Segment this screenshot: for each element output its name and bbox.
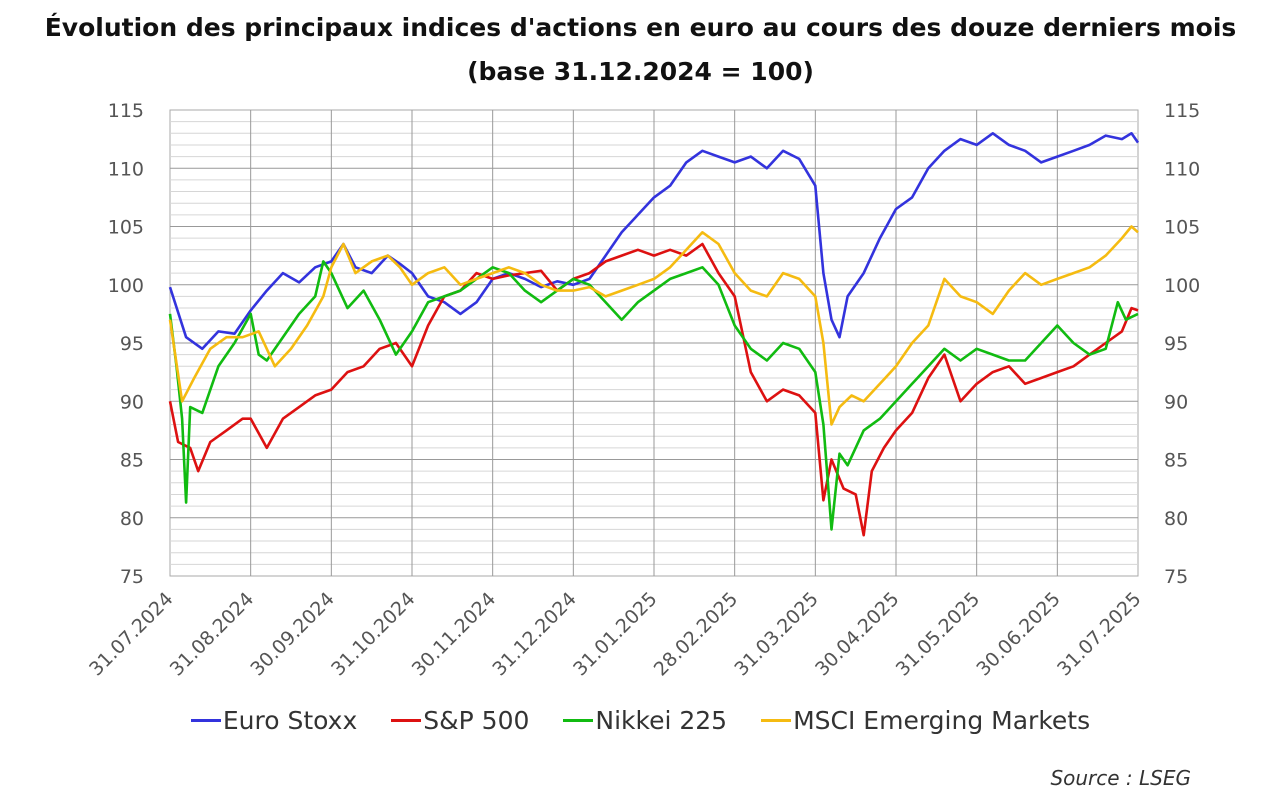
y-tick-label-left: 80 [120,508,144,530]
series-line-s-p-500 [168,242,1139,537]
legend: Euro Stoxx S&P 500 Nikkei 225 MSCI Emerging… [0,706,1281,735]
legend-swatch [190,719,221,722]
series-lines [168,132,1140,537]
x-tick-label: 31.05.2025 [892,588,984,680]
chart-title-line1: Évolution des principaux indices d'actio… [44,13,1237,42]
chart-title: Évolution des principaux indices d'actio… [0,6,1281,94]
legend-label: Nikkei 225 [595,706,728,735]
y-tick-label-left: 115 [108,100,144,122]
x-tick-label: 30.11.2024 [408,588,500,680]
y-tick-label-left: 75 [120,566,144,588]
legend-swatch [761,719,792,722]
y-tick-label-right: 95 [1164,333,1188,355]
y-tick-label-left: 100 [108,275,144,297]
y-tick-label-right: 105 [1164,217,1200,239]
y-tick-label-right: 85 [1164,450,1188,472]
legend-item: MSCI Emerging Markets [761,706,1090,735]
y-tick-label-right: 80 [1164,508,1188,530]
y-tick-label-right: 115 [1164,100,1200,122]
y-tick-label-right: 100 [1164,275,1200,297]
legend-swatch [391,719,422,722]
line-chart: 75 80 85 90 95 100 105 110 115 75 80 85 90 95 100 105 1… [85,100,1200,680]
chart-title-line2: (base 31.12.2024 = 100) [467,57,814,86]
x-tick-label: 31.03.2025 [730,588,822,680]
legend-label: MSCI Emerging Markets [793,706,1091,735]
x-tick-label: 31.07.2025 [1053,588,1145,680]
x-tick-label: 30.09.2024 [246,588,338,680]
y-tick-label-right: 75 [1164,566,1188,588]
legend-item: S&P 500 [391,706,529,735]
y-tick-label-right: 110 [1164,158,1200,180]
x-tick-label: 31.08.2024 [166,588,258,680]
y-tick-label-left: 105 [108,217,144,239]
series-line-msci-emerging-markets [168,225,1139,426]
series-line-nikkei-225 [168,260,1139,531]
y-tick-label-left: 85 [120,450,144,472]
legend-item: Euro Stoxx [190,706,358,735]
x-axis: 31.07.202431.08.202430.09.202431.10.2024… [85,588,1145,680]
y-axis-left: 75 80 85 90 95 100 105 110 115 [108,100,144,588]
x-tick-label: 31.10.2024 [327,588,419,680]
x-tick-label: 31.07.2024 [85,588,177,680]
x-tick-label: 30.04.2025 [811,588,903,680]
y-tick-label-right: 90 [1164,391,1188,413]
y-tick-label-left: 110 [108,158,144,180]
legend-label: Euro Stoxx [222,706,358,735]
x-tick-label: 31.12.2024 [488,588,580,680]
x-tick-label: 28.02.2025 [650,588,742,680]
legend-swatch [563,719,594,722]
y-axis-right: 75 80 85 90 95 100 105 110 115 [1164,100,1200,588]
y-tick-label-left: 90 [120,391,144,413]
legend-item: Nikkei 225 [563,706,727,735]
grid [169,109,1139,577]
x-tick-label: 30.06.2025 [972,588,1064,680]
legend-label: S&P 500 [423,706,530,735]
source-note: Source : LSEG [1050,766,1191,790]
x-tick-label: 31.01.2025 [569,588,661,680]
y-tick-label-left: 95 [120,333,144,355]
